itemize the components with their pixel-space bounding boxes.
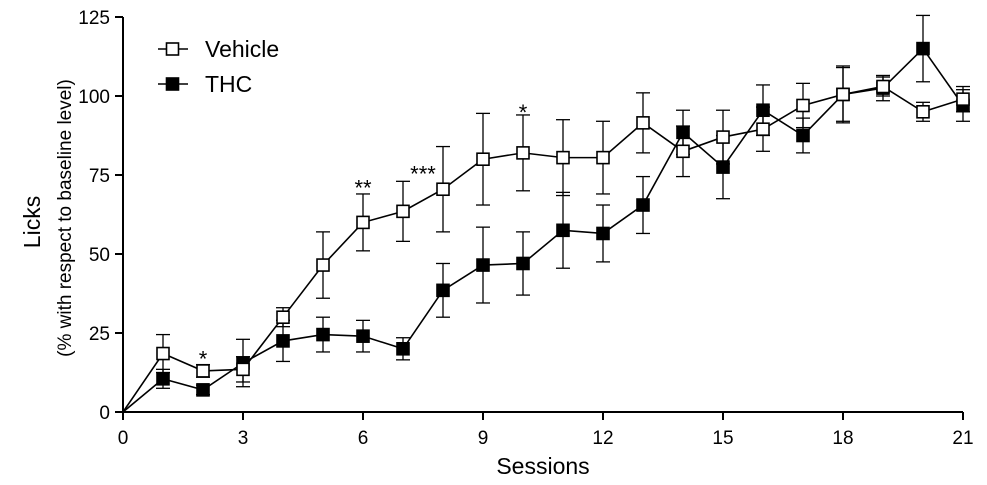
data-point-vehicle (516, 146, 530, 160)
data-point-thc (436, 283, 450, 298)
data-point-thc (396, 341, 410, 356)
significance-marker: * (199, 346, 208, 371)
data-point-vehicle (396, 204, 410, 219)
data-point-thc (556, 223, 570, 238)
data-point-thc (596, 226, 610, 241)
data-point-thc (796, 128, 810, 143)
data-point-thc (516, 256, 530, 271)
y-tick-label: 0 (99, 403, 110, 424)
data-point-thc (316, 327, 330, 342)
legend: Vehicle THC (158, 36, 279, 97)
x-tick-label: 9 (478, 428, 489, 449)
data-point-vehicle (196, 364, 210, 378)
x-tick-label: 21 (952, 428, 973, 449)
data-point-thc (476, 258, 490, 272)
data-point-thc (276, 334, 290, 348)
data-point-thc (636, 198, 650, 212)
data-point-thc (156, 372, 170, 386)
x-tick-label: 3 (238, 428, 249, 449)
x-tick-label: 18 (832, 428, 853, 449)
data-point-vehicle (236, 362, 250, 377)
x-ticks: 0 3 6 9 12 15 18 21 (118, 412, 974, 449)
x-tick-label: 15 (712, 428, 733, 449)
y-tick-label: 75 (89, 166, 110, 187)
x-tick-label: 6 (358, 428, 369, 449)
data-point-vehicle (956, 92, 970, 106)
data-point-vehicle (276, 310, 290, 325)
data-point-thc (916, 41, 930, 56)
significance-annotations: ******* (199, 100, 528, 371)
legend-vehicle-label: Vehicle (205, 36, 279, 62)
significance-marker: *** (410, 161, 436, 186)
legend-thc-label: THC (205, 71, 252, 97)
legend-thc-marker (165, 77, 180, 91)
data-point-vehicle (596, 150, 610, 165)
series-vehicle-line (122, 85, 964, 413)
data-point-vehicle (716, 130, 730, 144)
legend-item-thc: THC (158, 71, 252, 97)
significance-marker: * (519, 100, 528, 125)
y-tick-label: 125 (78, 8, 110, 29)
y-axis-subtitle: (% with respect to baseline level) (55, 79, 76, 357)
data-point-vehicle (356, 215, 370, 230)
x-tick-label: 12 (592, 428, 613, 449)
data-point-vehicle (676, 144, 690, 159)
data-point-vehicle (476, 152, 490, 166)
data-point-vehicle (556, 150, 570, 165)
data-point-vehicle (876, 79, 890, 94)
y-axis-title: Licks (19, 196, 45, 248)
x-axis-title: Sessions (496, 453, 589, 479)
y-tick-label: 50 (89, 245, 110, 266)
data-point-vehicle (916, 105, 930, 119)
y-tick-label: 25 (89, 324, 110, 345)
y-axis: 0 25 50 75 100 125 (78, 8, 124, 424)
data-point-thc (196, 383, 210, 397)
data-point-vehicle (756, 122, 770, 136)
series-thc-line (122, 47, 964, 413)
x-tick-label: 0 (118, 428, 129, 449)
legend-vehicle-marker (165, 42, 180, 56)
y-ticks: 0 25 50 75 100 125 (78, 8, 123, 424)
data-point-vehicle (636, 116, 650, 130)
x-axis: 0 3 6 9 12 15 18 21 (118, 411, 974, 449)
data-point-vehicle (836, 87, 850, 102)
series-vehicle (122, 65, 970, 413)
y-tick-label: 100 (78, 87, 110, 108)
significance-marker: ** (354, 176, 372, 201)
series-layer (122, 14, 970, 413)
legend-item-vehicle: Vehicle (158, 36, 279, 62)
data-point-vehicle (156, 346, 170, 361)
data-point-thc (356, 329, 370, 343)
data-point-vehicle (796, 98, 810, 113)
data-point-vehicle (316, 258, 330, 272)
data-point-vehicle (436, 182, 450, 197)
